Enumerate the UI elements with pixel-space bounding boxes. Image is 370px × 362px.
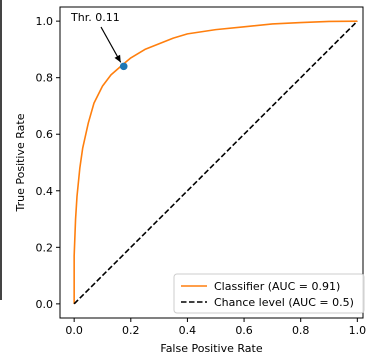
threshold-point [119,62,128,71]
series-line-1 [73,20,358,305]
series-line-0 [73,20,358,304]
y-tick-label-0: 0.0 [36,298,54,311]
y-tick-label-5: 1.0 [36,15,54,28]
legend-label-1: Chance level (AUC = 0.5) [214,296,354,309]
x-tick-label-5: 1.0 [349,324,367,337]
y-tick-label-3: 0.6 [36,128,54,141]
legend-label-0: Classifier (AUC = 0.91) [214,280,340,293]
legend-box [173,273,365,314]
y-tick-label-4: 0.8 [36,72,54,85]
y-tick-label-1: 0.2 [36,241,54,254]
x-tick-label-4: 0.8 [292,324,310,337]
x-tick-label-0: 0.0 [65,324,83,337]
y-tick-label-2: 0.4 [36,185,54,198]
x-tick-label-1: 0.2 [122,324,140,337]
annotation-arrow-head [114,54,121,63]
x-axis-title: False Positive Rate [160,342,262,355]
y-axis-title: True Positive Rate [14,113,27,212]
plot-frame [59,6,364,319]
x-tick-label-3: 0.6 [235,324,253,337]
threshold-annotation-text: Thr. 0.11 [70,11,120,24]
x-tick-label-2: 0.4 [179,324,197,337]
